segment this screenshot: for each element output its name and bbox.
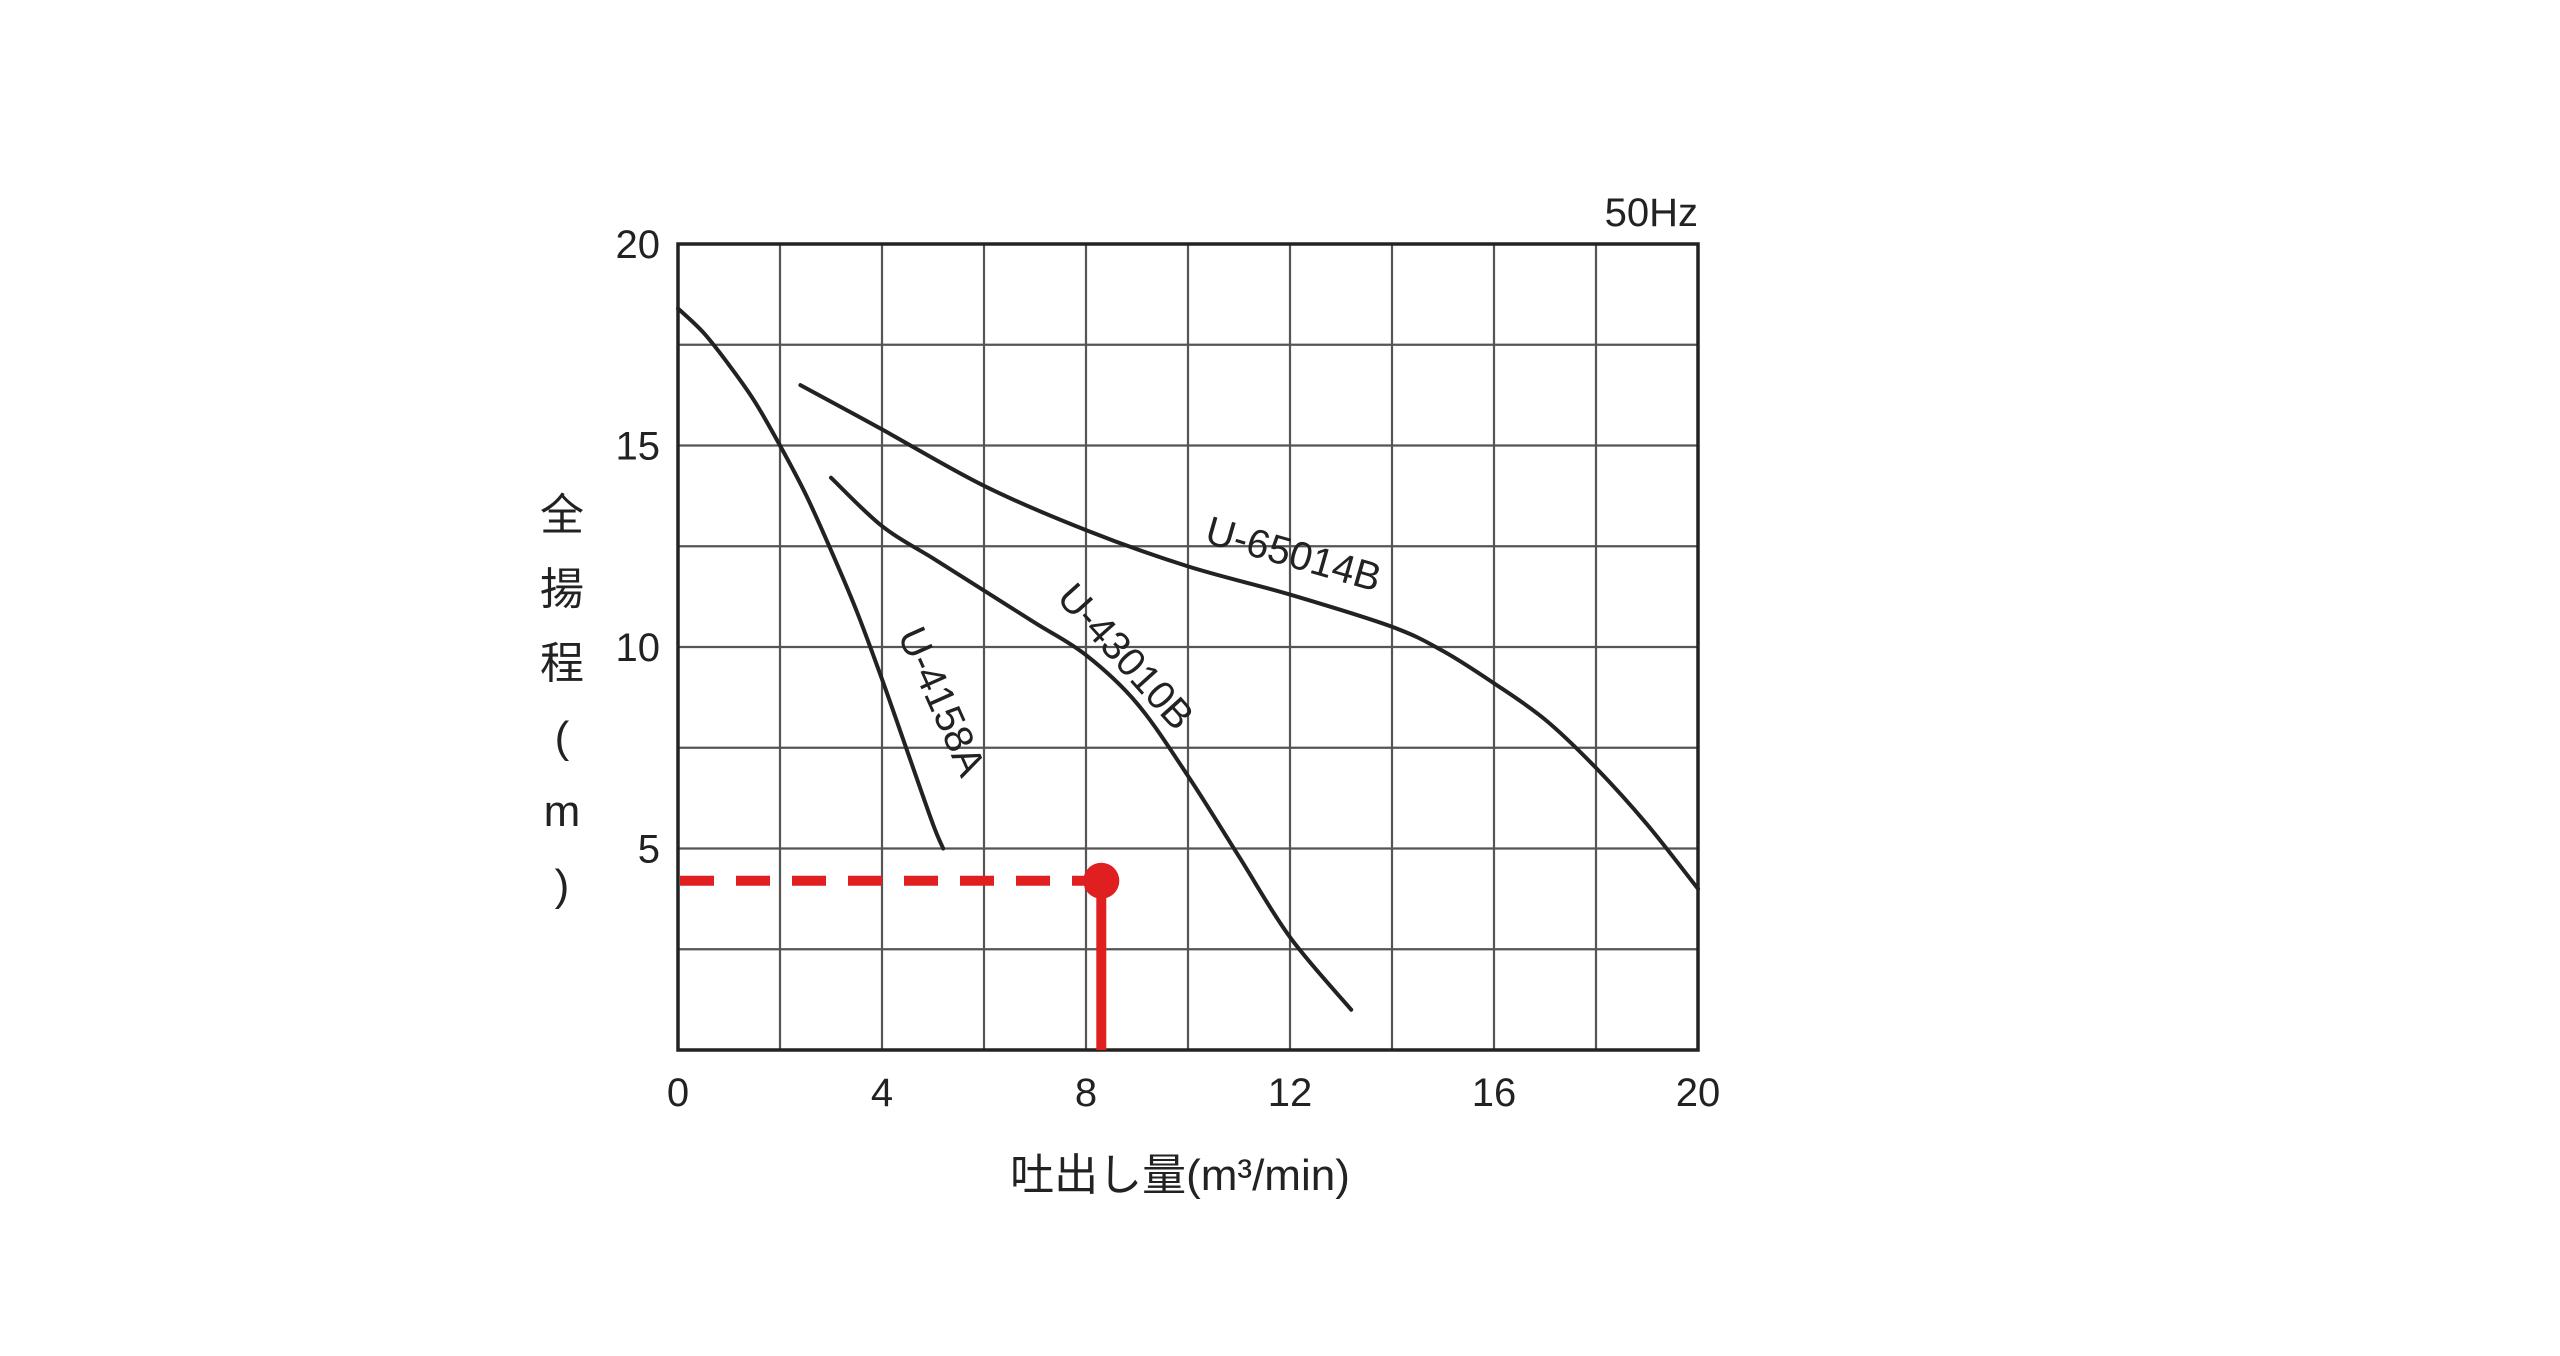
y-axis-title-char: ) xyxy=(555,861,570,910)
y-axis-title-char: 程 xyxy=(540,639,584,688)
y-tick-label: 5 xyxy=(638,828,660,872)
plot-frame xyxy=(676,242,1700,1052)
curve-layer xyxy=(676,306,1700,1012)
x-tick-label: 8 xyxy=(1075,1071,1097,1115)
grid-layer xyxy=(676,242,1700,1052)
series-label-u-65014b: U-65014B xyxy=(1201,509,1386,601)
series-label-u-4158a: U-4158A xyxy=(889,621,994,783)
operating-point-layer xyxy=(680,862,1120,1050)
y-tick-label: 15 xyxy=(616,425,661,469)
x-tick-label: 4 xyxy=(871,1071,893,1115)
x-axis-title: 吐出し量(m³/min) xyxy=(1010,1151,1350,1200)
y-axis-title-char: 全 xyxy=(540,491,584,540)
y-axis-title-char: 揚 xyxy=(540,565,584,614)
x-tick-label: 16 xyxy=(1472,1071,1517,1115)
frequency-label: 50Hz xyxy=(1605,191,1698,235)
y-tick-label: 10 xyxy=(616,626,661,670)
series-line-u-65014b xyxy=(798,383,1700,891)
x-tick-label: 20 xyxy=(1676,1071,1721,1115)
y-axis-title-char: m xyxy=(544,787,581,836)
x-tick-label: 0 xyxy=(667,1071,689,1115)
y-tick-label: 20 xyxy=(616,223,661,267)
x-tick-label: 12 xyxy=(1268,1071,1313,1115)
series-line-u-4158a xyxy=(676,306,946,851)
operating-point-marker xyxy=(1083,862,1120,899)
series-label-u-43010b: U-43010B xyxy=(1049,575,1202,738)
series-line-u-43010b xyxy=(829,475,1354,1012)
y-axis-title-char: ( xyxy=(555,713,570,762)
